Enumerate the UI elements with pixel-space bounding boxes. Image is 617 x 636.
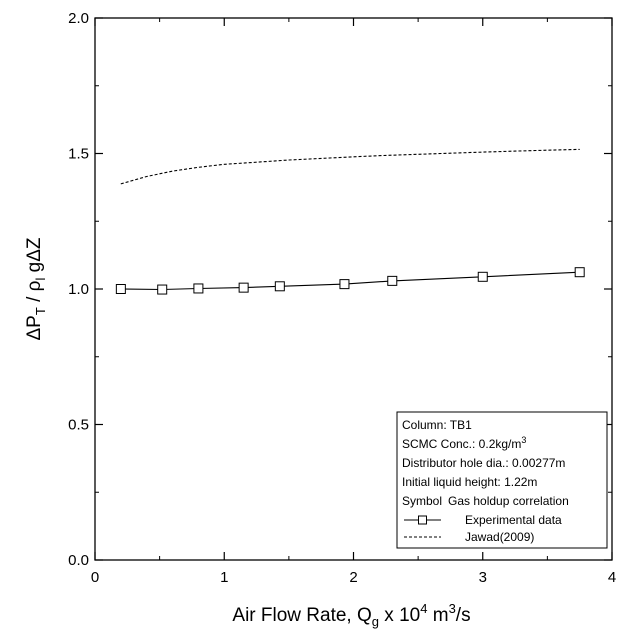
legend-label-jawad: Jawad(2009) [465,530,534,544]
x-axis-title-main: Air Flow Rate, Q [232,605,371,626]
y-axis-title-tail: gΔZ [24,237,45,278]
x-axis-title-sup: 4 [420,601,427,616]
x-axis-title-unit: m [427,605,448,626]
legend-header-symbol: Symbol [402,494,442,508]
series-layer [115,148,585,295]
y-tick-label: 0.5 [68,417,89,434]
data-point [339,279,350,290]
legend-marker-experimental [418,515,427,525]
x-axis-title: Air Flow Rate, Qg x 104 m3/s [232,601,470,629]
data-point [477,271,488,282]
data-point [387,275,398,286]
y-tick-labels: 0.0 0.5 1.0 1.5 2.0 [68,10,89,569]
legend-header-correlation: Gas holdup correlation [448,494,569,508]
x-axis-title-mid: x 10 [379,605,420,626]
data-point [574,267,585,278]
y-axis-title-main: ΔP [24,315,45,340]
x-axis-title-tail: /s [456,605,471,626]
y-tick-label: 1.5 [68,146,89,163]
legend-concentration: SCMC Conc.: 0.2kg/m3 [402,435,526,451]
y-axis-title-sub1: T [33,307,48,315]
legend: Column: TB1 SCMC Conc.: 0.2kg/m3 Distrib… [396,411,608,549]
y-tick-label: 2.0 [68,10,89,27]
data-point [193,283,204,294]
x-axis-title-unit-sup: 3 [449,601,456,616]
y-axis-title-sub2: l [33,278,48,281]
y-tick-label: 1.0 [68,281,89,298]
x-tick-label: 2 [349,569,357,586]
y-tick-label: 0.0 [68,552,89,569]
data-point [115,284,126,294]
legend-concentration-text: SCMC Conc.: 0.2kg/m [402,437,521,451]
series-line-jawad [120,148,580,185]
legend-box [396,411,608,549]
plot-frame [94,17,613,561]
legend-hole-diameter: Distributor hole dia.: 0.00277m [402,456,565,470]
legend-liquid-height: Initial liquid height: 1.22m [402,475,537,489]
x-tick-label: 0 [91,569,99,586]
x-tick-label: 3 [479,569,487,586]
x-axis-title-sub: g [372,614,379,629]
data-point [157,284,168,295]
y-axis-title-mid: / ρ [24,280,45,307]
data-point [238,282,249,293]
x-tick-label: 4 [608,569,616,586]
legend-column: Column: TB1 [402,418,472,432]
legend-label-experimental: Experimental data [465,513,562,527]
y-axis-title: ΔPT / ρl gΔZ [24,237,48,340]
data-point [274,281,285,292]
legend-concentration-sup: 3 [521,435,526,445]
series-line-experimental [120,271,580,291]
x-tick-labels: 0 1 2 3 4 [91,569,616,586]
x-tick-label: 1 [220,569,228,586]
